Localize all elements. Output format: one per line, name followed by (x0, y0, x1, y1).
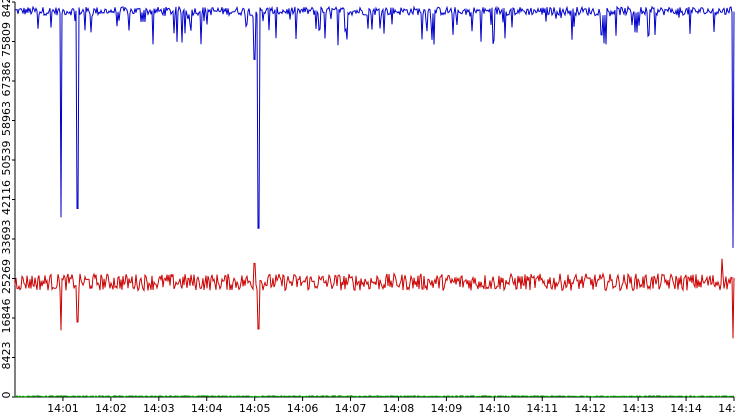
x-tick-label: 14:03 (143, 402, 175, 415)
series-line-3 (14, 394, 735, 398)
x-tick-label: 14:01 (47, 402, 79, 415)
y-tick-label: 33693 (0, 220, 13, 255)
x-axis: 14:01 14:02 14:03 14:04 14:05 14:06 14:07 14:08… (15, 396, 735, 415)
x-tick-label: 14:13 (622, 402, 654, 415)
y-axis: 0 8423 16846 25269 33693 42116 50539 58963 67386… (0, 0, 16, 399)
series-layer (14, 5, 735, 398)
series-line-2 (14, 258, 735, 339)
x-tick-label: 14:14 (670, 402, 702, 415)
y-tick-label: 75809 (0, 22, 13, 57)
x-tick-label: 14:11 (526, 402, 558, 415)
x-tick-label: 14:07 (335, 402, 367, 415)
x-tick-label: 14:09 (431, 402, 463, 415)
y-tick-label: 84233 (0, 0, 13, 18)
x-tick-label: 14:15 (718, 402, 735, 415)
series-line-1 (14, 5, 735, 248)
x-tick-label: 14:06 (287, 402, 319, 415)
y-tick-label: 0 (0, 392, 13, 399)
x-tick-label: 14:10 (478, 402, 510, 415)
x-tick-label: 14:04 (191, 402, 223, 415)
x-tick-label: 14:05 (239, 402, 271, 415)
x-tick-label: 14:02 (95, 402, 127, 415)
y-tick-label: 25269 (0, 259, 13, 294)
y-tick-label: 58963 (0, 101, 13, 136)
y-tick-label: 16846 (0, 299, 13, 334)
x-tick-label: 14:12 (574, 402, 606, 415)
y-tick-label: 8423 (0, 342, 13, 370)
y-tick-label: 42116 (0, 180, 13, 215)
x-tick-label: 14:08 (383, 402, 415, 415)
y-tick-label: 50539 (0, 141, 13, 176)
y-tick-label: 67386 (0, 62, 13, 97)
